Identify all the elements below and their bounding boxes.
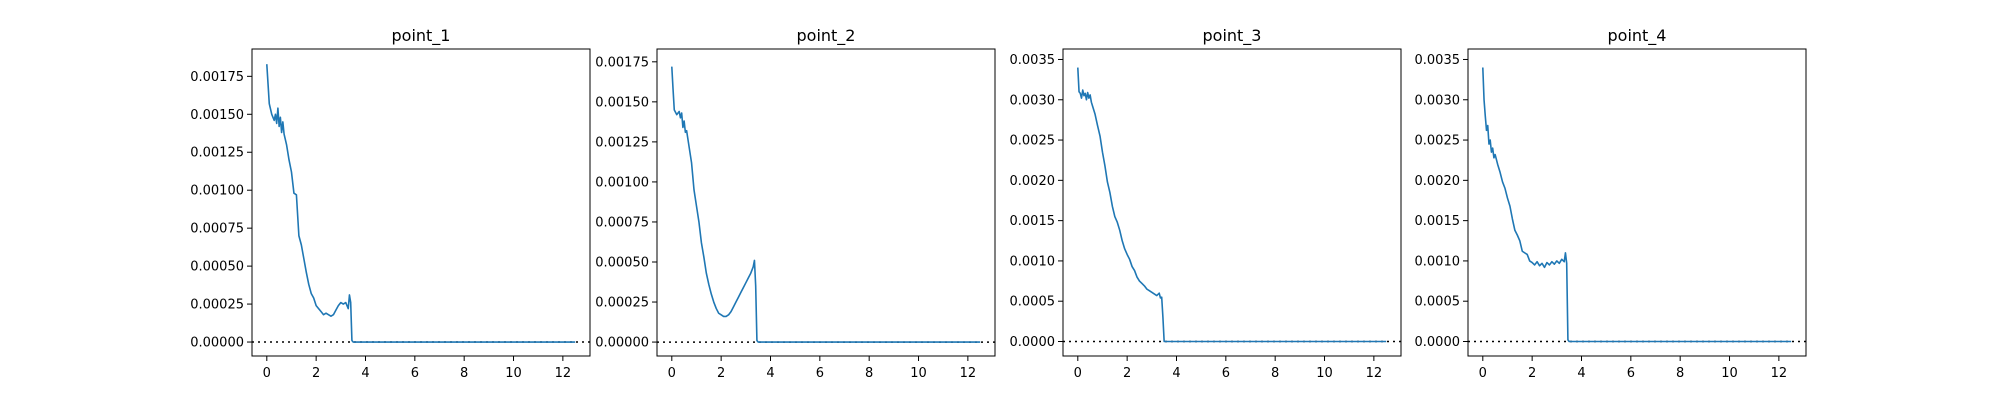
x-tick-label: 0: [1479, 366, 1487, 381]
x-tick-label: 4: [1172, 366, 1180, 381]
axes-frame: [656, 48, 996, 357]
y-tick-label: 0.00150: [595, 95, 649, 110]
y-tick-label: 0.0005: [1415, 295, 1461, 310]
y-tick-label: 0.0000: [1010, 335, 1056, 350]
y-tick-label: 0.00025: [595, 296, 649, 311]
x-tick-label: 10: [505, 366, 522, 381]
y-tick-label: 0.00100: [190, 184, 244, 199]
y-tick-label: 0.00000: [190, 336, 244, 351]
axes-frame: [1467, 48, 1807, 357]
chart-title: point_4: [1608, 26, 1667, 46]
chart-title: point_3: [1203, 26, 1262, 46]
x-tick-label: 2: [717, 366, 725, 381]
x-tick-label: 2: [1528, 366, 1536, 381]
y-tick-label: 0.0020: [1010, 174, 1056, 189]
x-tick-label: 2: [312, 366, 320, 381]
x-tick-label: 0: [1074, 366, 1082, 381]
x-tick-label: 4: [361, 366, 369, 381]
y-tick-label: 0.00150: [190, 108, 244, 123]
y-tick-label: 0.0015: [1010, 214, 1056, 229]
y-tick-label: 0.00000: [595, 336, 649, 351]
y-tick-label: 0.0000: [1415, 335, 1461, 350]
series-line: [266, 64, 576, 343]
x-tick-label: 4: [766, 366, 774, 381]
x-tick-label: 6: [411, 366, 419, 381]
x-tick-label: 6: [1627, 366, 1635, 381]
y-tick-label: 0.0035: [1010, 53, 1056, 68]
chart-title: point_2: [797, 26, 856, 46]
series-line: [671, 66, 981, 343]
y-tick-label: 0.00075: [595, 215, 649, 230]
axes-frame: [1062, 48, 1402, 357]
x-tick-label: 8: [865, 366, 873, 381]
y-tick-label: 0.00175: [190, 70, 244, 85]
x-tick-label: 2: [1123, 366, 1131, 381]
y-tick-label: 0.00075: [190, 222, 244, 237]
x-tick-label: 12: [1366, 366, 1383, 381]
y-tick-label: 0.0025: [1010, 134, 1056, 149]
x-tick-label: 12: [960, 366, 977, 381]
x-tick-label: 4: [1577, 366, 1585, 381]
x-tick-label: 8: [460, 366, 468, 381]
x-tick-label: 6: [816, 366, 824, 381]
y-tick-label: 0.00100: [595, 175, 649, 190]
x-tick-label: 12: [555, 366, 572, 381]
x-tick-label: 12: [1771, 366, 1788, 381]
y-tick-label: 0.0025: [1415, 134, 1461, 149]
y-tick-label: 0.00025: [190, 298, 244, 313]
series-line: [1482, 67, 1792, 343]
y-tick-label: 0.0030: [1010, 93, 1056, 108]
axes-frame: [251, 48, 591, 357]
y-tick-label: 0.00125: [190, 146, 244, 161]
y-tick-label: 0.0035: [1415, 53, 1461, 68]
y-tick-label: 0.00050: [595, 255, 649, 270]
chart-panel-3: point_3 0 2 4 6 8 10 12 0.0000 0.0005 0.0010 0.0015…: [1010, 26, 1402, 381]
y-tick-label: 0.0020: [1415, 174, 1461, 189]
y-tick-label: 0.00175: [595, 55, 649, 70]
chart-panel-1: point_1 0 2 4 6 8 10 12 0.00000 0.00025 0.00050 0.0…: [190, 26, 591, 381]
x-tick-label: 10: [1721, 366, 1738, 381]
x-tick-label: 10: [910, 366, 927, 381]
x-tick-label: 0: [668, 366, 676, 381]
y-tick-label: 0.00125: [595, 135, 649, 150]
y-tick-label: 0.0030: [1415, 93, 1461, 108]
chart-panel-2: point_2 0 2 4 6 8 10 12 0.00000 0.00025 0.00050 0.0…: [595, 26, 996, 381]
y-tick-label: 0.0010: [1010, 254, 1056, 269]
chart-title: point_1: [392, 26, 451, 46]
x-tick-label: 8: [1271, 366, 1279, 381]
x-tick-label: 10: [1316, 366, 1333, 381]
y-tick-label: 0.00050: [190, 260, 244, 275]
y-tick-label: 0.0015: [1415, 214, 1461, 229]
x-tick-label: 6: [1222, 366, 1230, 381]
y-tick-label: 0.0005: [1010, 295, 1056, 310]
series-line: [1077, 67, 1387, 343]
x-tick-label: 8: [1676, 366, 1684, 381]
y-tick-label: 0.0010: [1415, 254, 1461, 269]
chart-panel-4: point_4 0 2 4 6 8 10 12 0.0000 0.0005 0.0010 0.0015…: [1415, 26, 1807, 381]
x-tick-label: 0: [263, 366, 271, 381]
